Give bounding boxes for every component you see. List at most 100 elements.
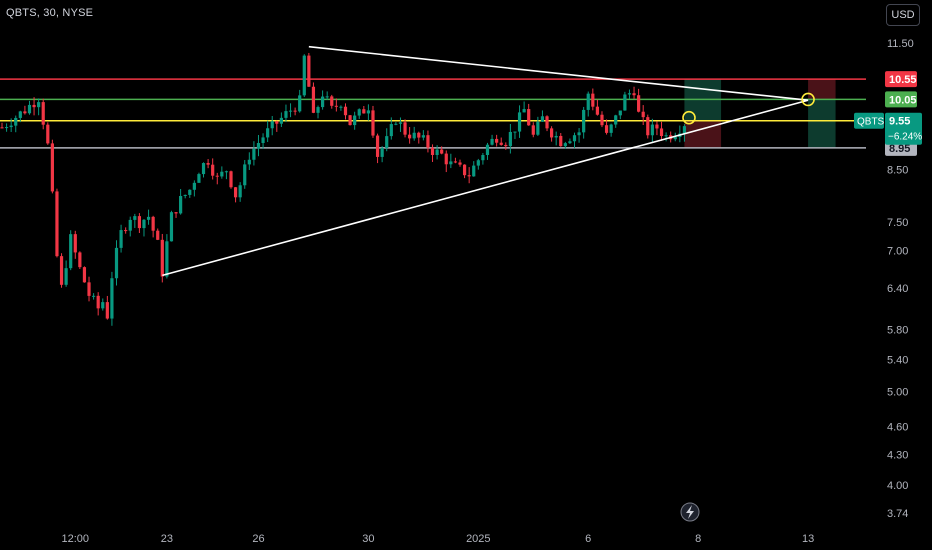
candle-body (101, 302, 105, 309)
candle-body (476, 160, 480, 166)
candle-body (59, 256, 64, 285)
trend-line[interactable] (308, 45, 809, 102)
currency-button[interactable]: USD (886, 4, 920, 26)
price-change-label: −6.24% (888, 132, 922, 143)
candle-body (78, 252, 82, 268)
y-tick-label: 6.40 (887, 283, 908, 295)
candle-body (348, 115, 352, 126)
x-tick-label: 23 (161, 533, 173, 545)
candle-body (229, 171, 233, 188)
candle-body (156, 230, 160, 240)
candle-body (64, 268, 68, 285)
candle-body (96, 295, 100, 309)
trend-line[interactable] (162, 99, 809, 277)
y-tick-label: 4.60 (887, 421, 908, 433)
candle-body (23, 111, 27, 114)
candle-body (183, 194, 187, 196)
candle-body (243, 164, 247, 186)
candle-body (330, 96, 334, 106)
candle-body (380, 147, 384, 157)
circle-marker[interactable] (801, 92, 815, 107)
candle-body (50, 143, 54, 192)
candle-body (284, 111, 288, 118)
candle-body (316, 107, 320, 113)
candle-body (174, 212, 178, 214)
x-tick-label: 30 (362, 533, 374, 545)
candle-body (444, 153, 448, 165)
candle-body (334, 105, 338, 107)
candle-body (325, 96, 329, 98)
candle-body (298, 95, 302, 112)
candle-body (55, 191, 59, 257)
candle-body (604, 125, 609, 133)
candle-body (412, 132, 416, 139)
candle-body (238, 185, 242, 198)
candle-body (403, 122, 407, 135)
candle-body (201, 163, 206, 175)
candle-body (266, 128, 270, 138)
candle-body (408, 134, 412, 139)
y-tick-label: 11.50 (887, 38, 914, 50)
candle-body (504, 144, 508, 147)
candle-body (659, 128, 664, 137)
candle-body (261, 137, 265, 143)
candle-body (632, 93, 636, 96)
price-level-label: 10.05 (889, 94, 917, 106)
price-level-label-bg (885, 71, 917, 88)
candle-body (536, 121, 540, 135)
candle-body (430, 147, 435, 155)
circle-marker[interactable] (682, 110, 696, 125)
price-level-label-bg (885, 91, 917, 108)
y-tick-label: 5.80 (887, 324, 908, 336)
candle-body (472, 165, 476, 177)
candle-body (568, 141, 572, 144)
candle-body (137, 216, 141, 229)
candle-body (192, 182, 196, 190)
candle-body (288, 110, 293, 112)
candle-body (128, 219, 132, 231)
candle-body (371, 110, 375, 136)
candle-body (618, 110, 622, 116)
candle-body (46, 124, 50, 144)
x-tick-label: 13 (802, 533, 814, 545)
candle-body (302, 55, 306, 96)
candle-body (522, 109, 526, 113)
candle-body (41, 102, 45, 125)
candle-body (559, 135, 563, 147)
candle-body (270, 121, 274, 129)
candle-body (462, 164, 467, 176)
symbol-header[interactable]: QBTS, 30, NYSE (6, 7, 93, 19)
candle-body (279, 117, 283, 124)
candle-body (133, 216, 137, 220)
candle-body (389, 124, 393, 137)
candle-body (637, 95, 641, 112)
symbol-badge: QBTS (857, 117, 885, 128)
candle-body (641, 111, 645, 118)
candle-body (18, 111, 22, 118)
candle-body (321, 96, 325, 108)
candle-body (151, 216, 155, 231)
candle-body (682, 126, 687, 134)
candle-body (307, 55, 311, 87)
x-tick-label: 2025 (466, 533, 490, 545)
candle-body (339, 106, 343, 108)
candle-body (0, 127, 4, 129)
candle-body (366, 110, 370, 114)
candle-body (311, 86, 316, 113)
target-zone-lower (808, 99, 836, 148)
candle-body (169, 212, 174, 242)
candle-body (531, 125, 535, 135)
x-tick-label: 8 (695, 533, 701, 545)
header-separator-2: , (55, 7, 63, 19)
x-tick-label: 6 (585, 533, 591, 545)
candle-body (426, 135, 430, 148)
y-tick-label: 3.74 (887, 508, 908, 520)
candle-body (673, 137, 677, 140)
candle-body (252, 148, 256, 160)
candle-body (577, 132, 581, 136)
candle-body (440, 149, 444, 154)
symbol-badge-bg (854, 112, 884, 129)
candle-body (481, 155, 485, 161)
candle-body (563, 143, 567, 147)
